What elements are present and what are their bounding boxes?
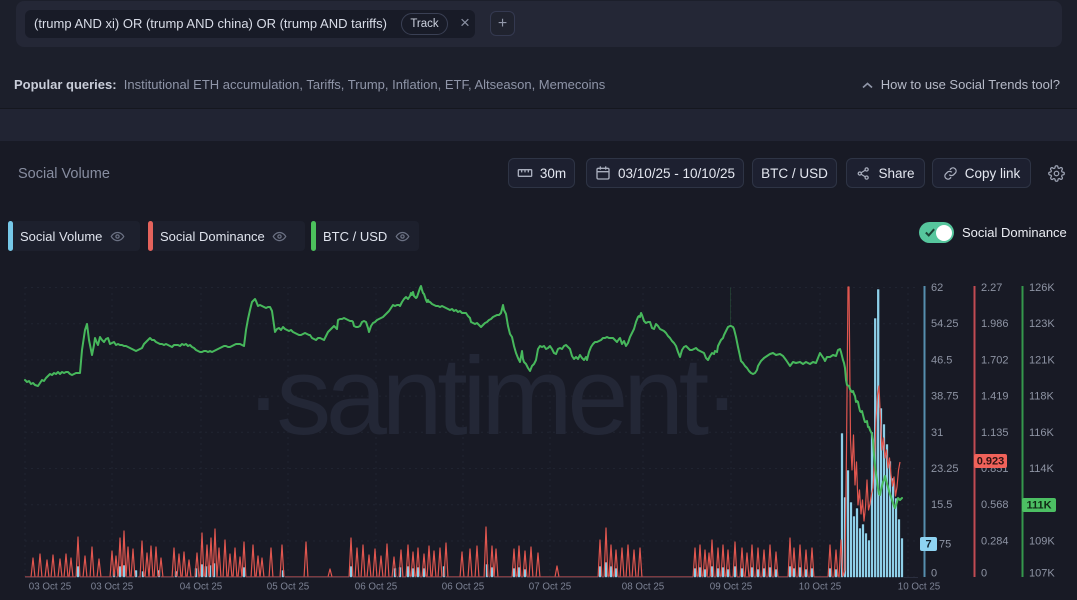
svg-text:116K: 116K	[1029, 427, 1055, 439]
svg-text:05 Oct 25: 05 Oct 25	[267, 582, 310, 593]
svg-text:07 Oct 25: 07 Oct 25	[529, 582, 572, 593]
svg-text:31: 31	[931, 427, 943, 439]
svg-text:46.5: 46.5	[931, 354, 952, 366]
svg-text:0.568: 0.568	[981, 499, 1009, 511]
svg-text:03 Oct 25: 03 Oct 25	[29, 582, 72, 593]
svg-text:10 Oct 25: 10 Oct 25	[799, 582, 842, 593]
svg-text:04 Oct 25: 04 Oct 25	[180, 582, 223, 593]
svg-text:2.27: 2.27	[981, 282, 1002, 294]
svg-text:06 Oct 25: 06 Oct 25	[355, 582, 398, 593]
svg-text:0.284: 0.284	[981, 536, 1009, 548]
svg-text:0: 0	[931, 568, 937, 580]
svg-text:10 Oct 25: 10 Oct 25	[898, 582, 941, 593]
svg-text:38.75: 38.75	[931, 391, 959, 403]
svg-text:·santiment·: ·santiment·	[245, 335, 735, 458]
svg-text:23.25: 23.25	[931, 463, 959, 475]
svg-text:123K: 123K	[1029, 318, 1055, 330]
svg-text:15.5: 15.5	[931, 499, 952, 511]
svg-text:109K: 109K	[1029, 536, 1055, 548]
svg-text:54.25: 54.25	[931, 318, 959, 330]
svg-text:1.419: 1.419	[981, 391, 1009, 403]
svg-text:118K: 118K	[1029, 391, 1055, 403]
svg-text:1.986: 1.986	[981, 318, 1009, 330]
svg-text:0.923: 0.923	[977, 456, 1005, 468]
svg-text:107K: 107K	[1029, 568, 1055, 580]
svg-text:75: 75	[939, 539, 951, 551]
svg-text:09 Oct 25: 09 Oct 25	[710, 582, 753, 593]
svg-text:7: 7	[925, 539, 931, 551]
svg-text:1.135: 1.135	[981, 427, 1009, 439]
svg-text:08 Oct 25: 08 Oct 25	[622, 582, 665, 593]
svg-text:114K: 114K	[1029, 463, 1055, 475]
svg-text:06 Oct 25: 06 Oct 25	[442, 582, 485, 593]
svg-text:03 Oct 25: 03 Oct 25	[91, 582, 134, 593]
svg-text:121K: 121K	[1029, 354, 1055, 366]
svg-text:1.702: 1.702	[981, 354, 1009, 366]
svg-text:111K: 111K	[1026, 500, 1051, 512]
svg-text:0: 0	[981, 568, 987, 580]
svg-text:126K: 126K	[1029, 282, 1055, 294]
svg-text:62: 62	[931, 282, 943, 294]
